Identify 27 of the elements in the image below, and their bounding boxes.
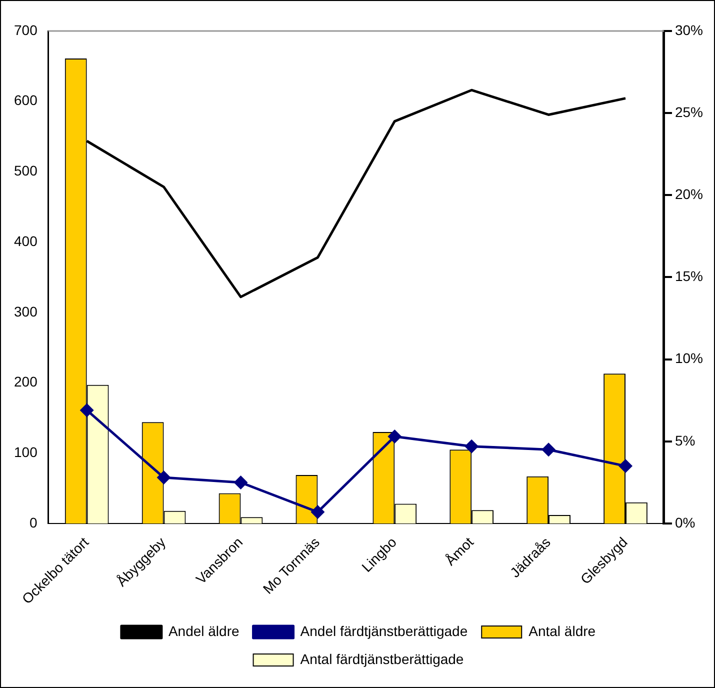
- point: [156, 470, 171, 485]
- legend-label: Andel äldre: [168, 622, 240, 639]
- legend-label: Andel färdtjänstberättigade: [300, 622, 468, 639]
- y2-tick-label: 15%: [674, 268, 704, 284]
- y2-tick-label: 0%: [674, 514, 696, 530]
- point: [80, 403, 94, 418]
- y-tick-label: 0: [30, 514, 38, 530]
- y2-tick-label: 5%: [674, 432, 696, 448]
- y2-tick-label: 30%: [674, 22, 704, 38]
- legend-label: Antal färdtjänstberättigade: [300, 650, 464, 667]
- y-tick-label: 200: [14, 374, 38, 390]
- y-tick-label: 700: [14, 22, 38, 38]
- y2-tick-label: 25%: [674, 104, 704, 120]
- point: [234, 475, 248, 490]
- y-tick-label: 100: [14, 444, 38, 460]
- y-tick-label: 300: [14, 303, 38, 320]
- y-tick-label: 500: [14, 162, 38, 179]
- point: [464, 439, 479, 454]
- point: [618, 459, 633, 474]
- y-tick-label: 600: [14, 92, 38, 108]
- y2-tick-label: 20%: [674, 186, 704, 202]
- legend-label: Antal äldre: [528, 622, 596, 639]
- point: [310, 505, 325, 520]
- y-tick-label: 400: [14, 232, 38, 249]
- point: [388, 429, 402, 444]
- point: [542, 442, 556, 457]
- y2-tick-label: 10%: [674, 350, 704, 366]
